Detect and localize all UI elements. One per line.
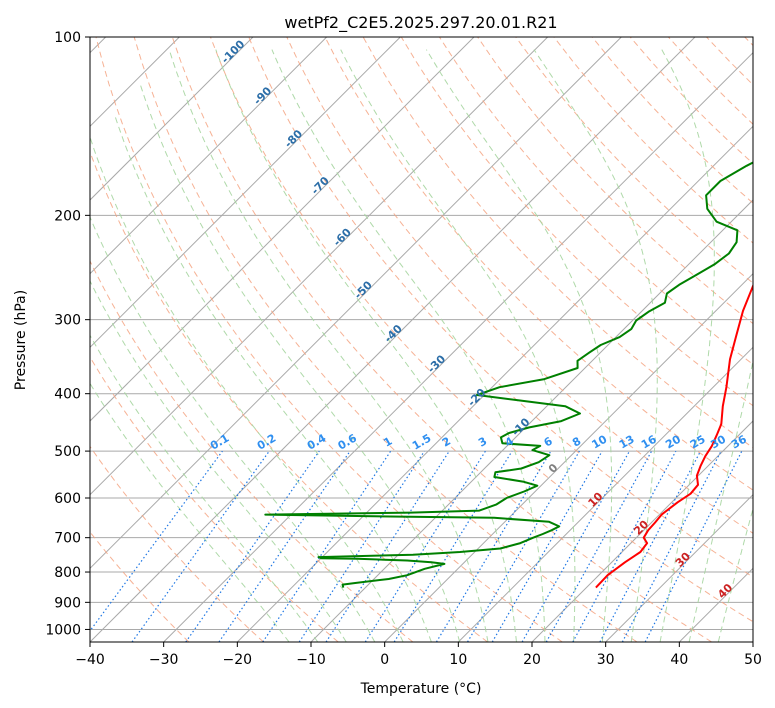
y-tick-label: 200 — [54, 208, 81, 224]
x-axis-label: Temperature (°C) — [360, 681, 482, 697]
mixing-ratio-line — [393, 450, 513, 642]
dry-adiabat — [171, 37, 712, 642]
moist-adiabat — [139, 83, 461, 642]
y-tick-label: 500 — [54, 444, 81, 460]
moist-adiabat — [90, 334, 319, 642]
isotherm-line — [90, 37, 254, 201]
moist-adiabat — [688, 358, 753, 642]
isotherm-line — [384, 272, 753, 642]
chart-title: wetPf2_C2E5.2025.297.20.01.R21 — [284, 13, 557, 33]
isotherm-line — [163, 51, 753, 642]
x-tick-label: 40 — [670, 652, 688, 668]
x-tick-label: −40 — [75, 652, 105, 668]
dry-adiabat — [95, 37, 563, 642]
moist-adiabat — [90, 279, 347, 642]
y-tick-label: 400 — [54, 387, 81, 403]
dry-adiabat — [90, 259, 414, 642]
y-tick-label: 1000 — [45, 622, 81, 638]
x-tick-label: 20 — [523, 652, 541, 668]
temperature-trace — [595, 283, 753, 589]
isotherm-line — [605, 493, 753, 642]
dewpoint-trace — [264, 161, 753, 588]
mixing-ratio-line — [435, 450, 552, 642]
mixing-ratio-line — [325, 450, 450, 642]
mixing-ratio-line — [364, 450, 486, 642]
moist-adiabat — [659, 49, 715, 642]
mixing-ratio-line — [466, 450, 580, 642]
x-tick-label: −30 — [149, 652, 179, 668]
moist-adiabat — [215, 49, 517, 642]
isotherm-line — [90, 37, 549, 496]
dry-adiabat — [248, 37, 753, 578]
plot-frame — [89, 36, 754, 643]
isotherm-line — [90, 37, 328, 275]
isotherm-line — [90, 37, 622, 570]
mixing-ratio-line — [545, 450, 653, 642]
x-tick-label: 0 — [380, 652, 389, 668]
isotherm-line — [90, 37, 401, 349]
y-tick-label: 900 — [54, 595, 81, 611]
isotherm-line — [236, 125, 753, 642]
y-tick-label: 600 — [54, 491, 81, 507]
mixing-ratio-line — [572, 450, 677, 642]
isotherm-line — [531, 420, 753, 642]
y-tick-label: 100 — [54, 30, 81, 46]
dry-adiabat — [286, 37, 753, 534]
axes: −40 −30 −20 −10 0 10 20 30 40 50 1000 900 800 700 600 5… — [45, 30, 762, 668]
moist-adiabat — [717, 506, 753, 642]
moist-adiabat — [90, 382, 290, 642]
moist-adiabat — [113, 114, 432, 642]
y-tick-label: 700 — [54, 531, 81, 547]
y-axis-label: Pressure (hPa) — [13, 290, 29, 390]
moist-adiabat — [271, 49, 546, 642]
y-tick-label: 800 — [54, 565, 81, 581]
moist-adiabat — [168, 49, 489, 642]
dry-adiabat — [90, 445, 264, 642]
isotherm-line — [90, 37, 475, 422]
mixing-ratio-line — [218, 450, 351, 642]
x-tick-label: −10 — [296, 652, 326, 668]
mixing-ratio-line — [491, 450, 603, 642]
x-tick-label: 50 — [744, 652, 762, 668]
x-tick-label: 10 — [449, 652, 467, 668]
x-tick-label: 30 — [597, 652, 615, 668]
moist-adiabat — [90, 135, 404, 642]
mixing-ratio-line — [521, 450, 631, 642]
isotherm-line — [457, 346, 753, 642]
moist-adiabat — [425, 49, 613, 642]
moist-adiabat — [533, 49, 658, 642]
dry-adiabat — [90, 356, 339, 642]
mixing-ratio-line — [185, 450, 320, 642]
dry-adiabat — [515, 37, 753, 284]
y-tick-label: 300 — [54, 313, 81, 329]
x-tick-label: −20 — [223, 652, 253, 668]
dry-adiabat — [210, 37, 753, 623]
background-grid — [90, 37, 753, 642]
isotherm-line — [90, 37, 696, 642]
sounding-traces — [264, 161, 753, 589]
dry-adiabat — [324, 37, 753, 491]
